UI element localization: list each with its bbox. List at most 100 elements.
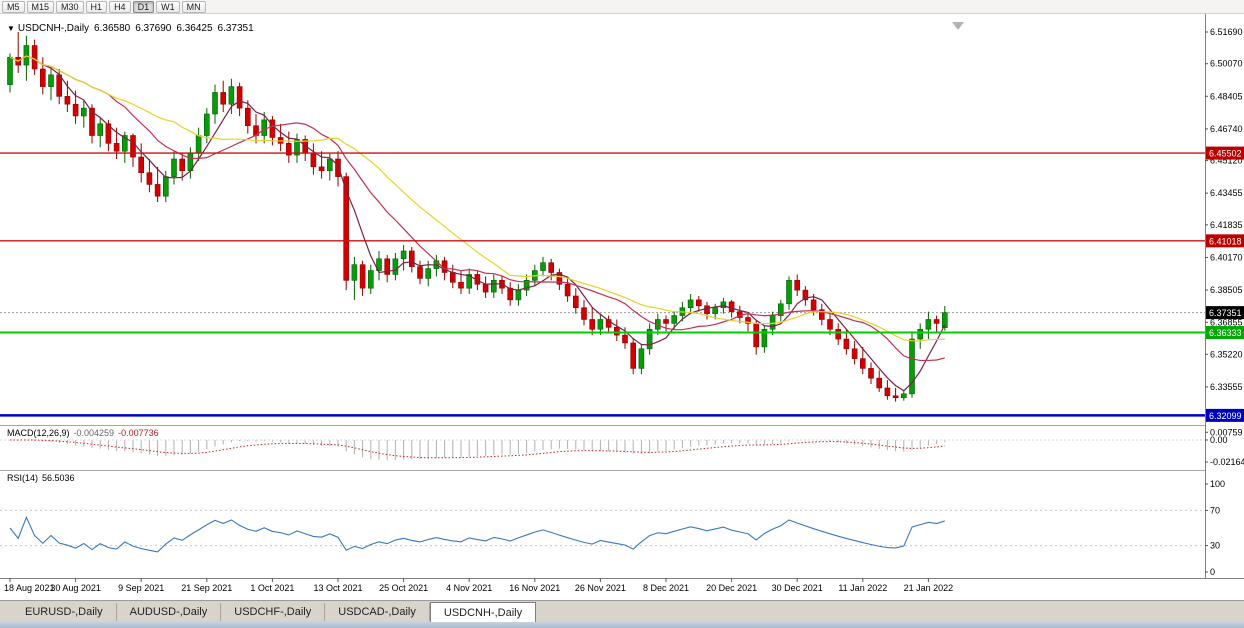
chart-tab-eurusd[interactable]: EURUSD-,Daily xyxy=(12,603,117,621)
candle-body xyxy=(581,307,587,320)
candle-body xyxy=(384,258,391,275)
price-axis-label: 6.50070 xyxy=(1210,59,1243,69)
candle-body xyxy=(228,86,235,105)
candle-body xyxy=(523,280,530,291)
candle-body xyxy=(761,328,768,348)
candle-body xyxy=(285,143,292,156)
candle-body xyxy=(236,86,243,109)
candle-body xyxy=(64,96,71,105)
timeframe-toolbar: M5 M15 M30 H1 H4 D1 W1 MN xyxy=(0,0,1244,14)
candle-body xyxy=(745,317,751,324)
current-price-label: 6.37351 xyxy=(1209,308,1242,318)
date-axis-label: 18 Aug 2021 xyxy=(4,583,55,593)
candle-body xyxy=(794,280,801,291)
ohlc-close: 6.37351 xyxy=(217,23,254,34)
candle-body xyxy=(515,289,522,301)
ohlc-high: 6.37690 xyxy=(135,23,172,34)
candle-body xyxy=(392,258,399,275)
chart-tab-usdchf[interactable]: USDCHF-,Daily xyxy=(221,603,326,621)
timeframe-button-m5[interactable]: M5 xyxy=(2,0,25,13)
ohlc-low: 6.36425 xyxy=(176,23,213,34)
level-price-label-bg xyxy=(1206,326,1244,340)
macd-signal-line xyxy=(9,439,945,459)
candle-body xyxy=(786,280,792,305)
candle-body xyxy=(138,156,144,174)
chart-shift-marker[interactable] xyxy=(952,22,964,30)
date-axis-label: 21 Sep 2021 xyxy=(181,583,232,593)
candle-body xyxy=(638,348,645,369)
candle-body xyxy=(622,334,628,344)
candle-body xyxy=(630,342,637,369)
macd-name: MACD(12,26,9) xyxy=(7,428,70,438)
candle-body xyxy=(130,135,136,158)
candle-body xyxy=(179,158,185,172)
candle-body xyxy=(613,327,620,336)
timeframe-button-h4[interactable]: H4 xyxy=(109,0,131,13)
candle-body xyxy=(720,301,727,309)
candle-body xyxy=(458,281,464,289)
price-axis-label: 6.40170 xyxy=(1210,252,1243,262)
candle-body xyxy=(408,250,415,267)
timeframe-button-m15[interactable]: M15 xyxy=(26,0,55,13)
candle-body xyxy=(802,289,809,301)
rsi-line xyxy=(9,515,945,553)
candle-body xyxy=(97,123,103,136)
candle-body xyxy=(72,103,79,117)
candle-body xyxy=(810,299,817,310)
timeframe-button-h1[interactable]: H1 xyxy=(85,0,108,13)
date-axis-label: 26 Nov 2021 xyxy=(575,583,626,593)
candle-body xyxy=(310,152,317,168)
ohlc-open: 6.36580 xyxy=(94,23,131,34)
moving-average-line-13 xyxy=(9,55,945,362)
rsi-indicator-label: RSI(14) 56.5036 xyxy=(7,473,75,483)
price-axis-label: 6.38505 xyxy=(1210,285,1243,295)
candle-body xyxy=(876,377,883,389)
chart-title: ▼ USDCNH-,Daily 6.36580 6.37690 6.36425 6.373… xyxy=(7,23,254,34)
moving-average-line-5 xyxy=(9,55,946,392)
candle-body xyxy=(704,305,710,314)
candle-body xyxy=(417,266,423,279)
timeframe-button-mn[interactable]: MN xyxy=(181,0,206,13)
candle-body xyxy=(400,250,407,260)
candle-body xyxy=(777,303,784,316)
candle-body xyxy=(941,312,948,328)
candle-body xyxy=(900,393,907,399)
candle-body xyxy=(769,315,776,330)
chart-tab-usdcad[interactable]: USDCAD-,Daily xyxy=(325,603,430,621)
price-axis-label: 6.45120 xyxy=(1210,156,1243,166)
date-axis-label: 4 Nov 2021 xyxy=(446,583,492,593)
candle-body xyxy=(261,119,268,136)
rsi-axis-label: 100 xyxy=(1210,479,1225,489)
candle-body xyxy=(335,158,341,177)
candle-body xyxy=(917,328,924,340)
candle-body xyxy=(23,45,30,66)
level-price-label-bg xyxy=(1206,408,1244,422)
candle-body xyxy=(31,45,38,70)
date-axis-label: 20 Dec 2021 xyxy=(706,583,757,593)
timeframe-button-m30[interactable]: M30 xyxy=(56,0,84,13)
candle-body xyxy=(507,287,514,301)
date-axis-label: 8 Dec 2021 xyxy=(643,583,689,593)
candle-body xyxy=(859,358,866,369)
chart-tab-usdcnh[interactable]: USDCNH-,Daily xyxy=(429,602,537,622)
timeframe-button-w1[interactable]: W1 xyxy=(156,0,180,13)
macd-main-value: -0.004259 xyxy=(73,428,115,438)
candle-body xyxy=(589,319,596,330)
candle-body xyxy=(818,309,825,320)
candle-body xyxy=(56,74,63,97)
candle-body xyxy=(351,264,358,281)
date-axis-label: 25 Oct 2021 xyxy=(379,583,428,593)
level-price-label: 6.32099 xyxy=(1209,411,1242,421)
current-price-label-bg xyxy=(1206,306,1244,320)
candle-body xyxy=(605,319,612,328)
candle-body xyxy=(548,262,555,273)
chart-dropdown-icon[interactable]: ▼ xyxy=(7,24,15,33)
chart-tabbar: EURUSD-,Daily AUDUSD-,Daily USDCHF-,Daily U… xyxy=(0,600,1244,622)
candle-body xyxy=(892,395,899,399)
price-axis-label: 6.46740 xyxy=(1210,124,1243,134)
timeframe-button-d1[interactable]: D1 xyxy=(132,0,155,13)
level-price-label: 6.41018 xyxy=(1209,236,1242,246)
candle-body xyxy=(39,68,46,87)
chart-tab-audusd[interactable]: AUDUSD-,Daily xyxy=(116,603,222,621)
